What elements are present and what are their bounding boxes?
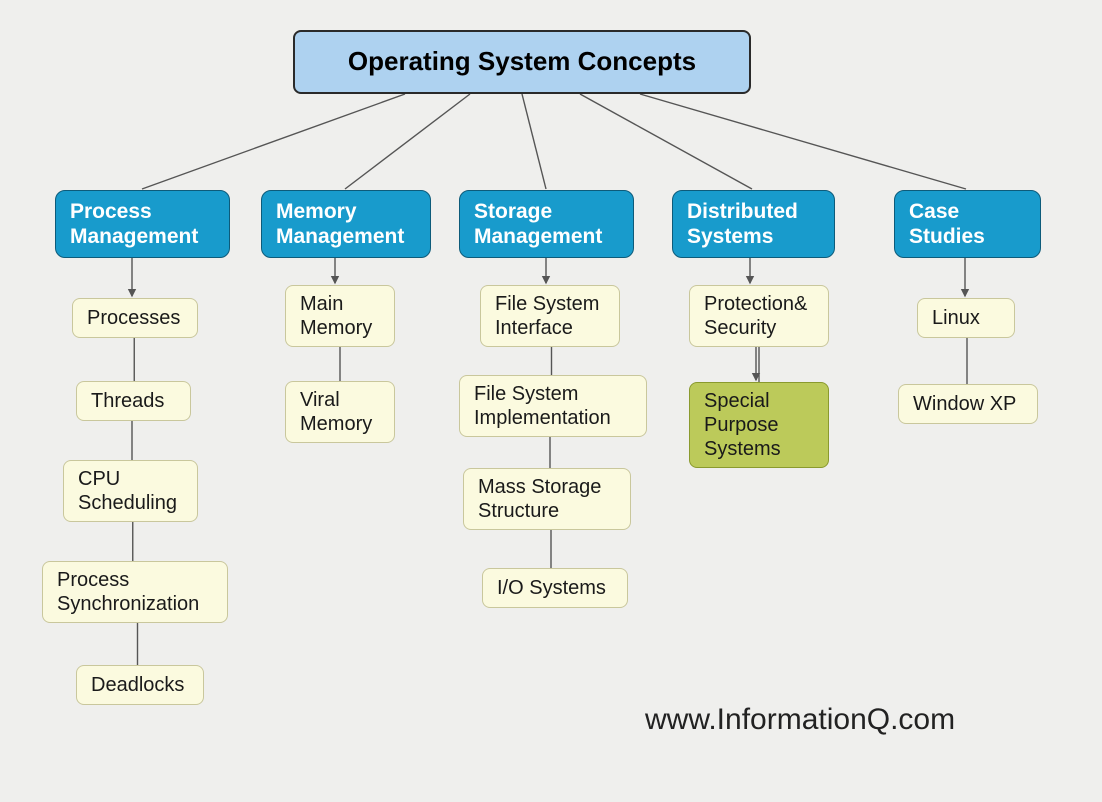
watermark-text: www.InformationQ.com <box>645 703 955 737</box>
leaf-distributed-1: SpecialPurposeSystems <box>689 382 829 468</box>
leaf-process-0: Processes <box>72 298 198 338</box>
category-case: CaseStudies <box>894 190 1041 258</box>
category-distributed: DistributedSystems <box>672 190 835 258</box>
category-storage: StorageManagement <box>459 190 634 258</box>
leaf-process-3: ProcessSynchronization <box>42 561 228 623</box>
leaf-storage-1: File SystemImplementation <box>459 375 647 437</box>
leaf-distributed-0: Protection&Security <box>689 285 829 347</box>
category-memory: MemoryManagement <box>261 190 431 258</box>
leaf-memory-1: ViralMemory <box>285 381 395 443</box>
leaf-storage-3: I/O Systems <box>482 568 628 608</box>
leaf-process-4: Deadlocks <box>76 665 204 705</box>
root-node: Operating System Concepts <box>293 30 751 94</box>
leaf-case-1: Window XP <box>898 384 1038 424</box>
leaf-storage-2: Mass StorageStructure <box>463 468 631 530</box>
leaf-storage-0: File SystemInterface <box>480 285 620 347</box>
leaf-process-1: Threads <box>76 381 191 421</box>
category-process: ProcessManagement <box>55 190 230 258</box>
leaf-case-0: Linux <box>917 298 1015 338</box>
leaf-memory-0: MainMemory <box>285 285 395 347</box>
leaf-process-2: CPUScheduling <box>63 460 198 522</box>
